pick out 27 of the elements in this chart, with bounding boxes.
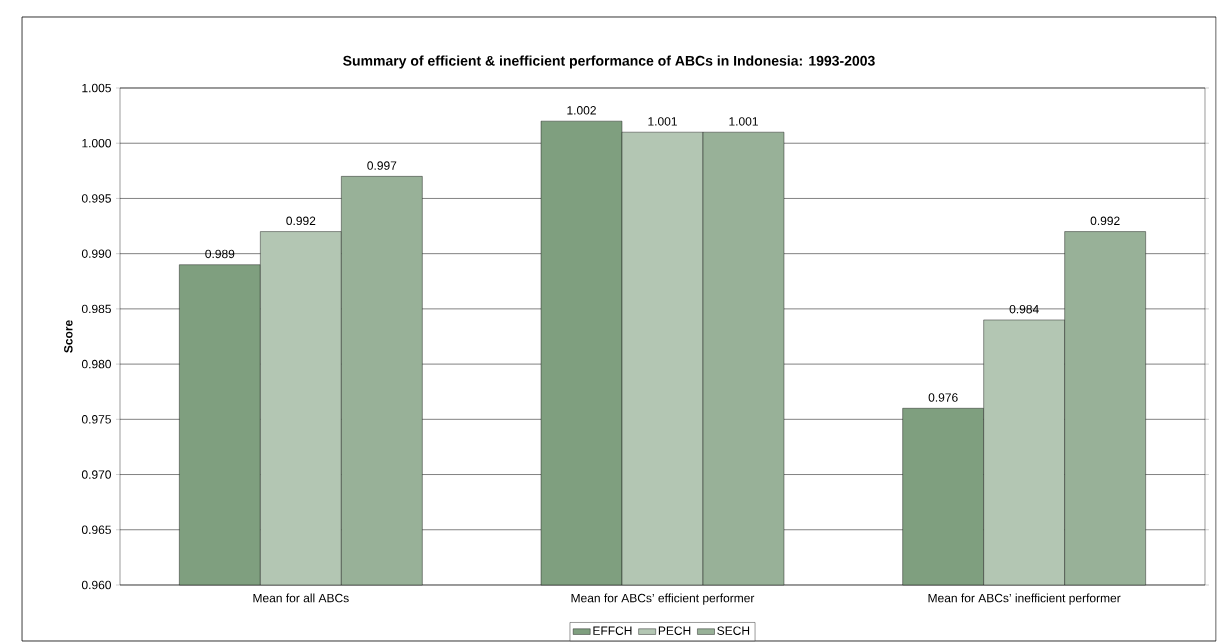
y-tick-label: 0.970 — [81, 470, 112, 479]
y-tick-label: 0.965 — [81, 525, 111, 535]
y-tick-label: 0.975 — [81, 415, 111, 424]
y-tick-label: 1.005 — [82, 83, 111, 93]
legend-label: EFFCH — [593, 626, 632, 635]
legend-label: SECH — [717, 626, 750, 635]
y-tick-label: 0.985 — [81, 304, 111, 314]
y-tick-label: 1.000 — [82, 138, 112, 148]
data-label: 0.984 — [1009, 304, 1039, 314]
data-label: 1.001 — [648, 117, 677, 126]
data-label: 1.001 — [729, 117, 758, 126]
legend-label: PECH — [658, 626, 691, 635]
y-axis-title: Score — [64, 320, 73, 353]
data-label: 0.976 — [928, 393, 958, 402]
x-tick-label: Mean for ABCs’ inefficient performer — [928, 593, 1121, 605]
y-tick-label: 0.995 — [81, 194, 111, 203]
chart-title: Summary of efficient & inefficient performance of ABCs in Indonesia: 1993-2003 — [343, 55, 875, 69]
y-tick-label: 0.990 — [81, 249, 112, 258]
data-label: 0.992 — [286, 216, 316, 226]
y-tick-label: 0.960 — [81, 580, 112, 590]
data-label: 0.997 — [367, 161, 397, 170]
x-tick-label: Mean for ABCs’ efficient performer — [571, 593, 755, 605]
data-label: 1.002 — [567, 106, 596, 115]
y-tick-label: 0.980 — [81, 359, 112, 369]
data-label: 0.992 — [1090, 216, 1120, 226]
data-label: 0.989 — [205, 249, 235, 259]
x-tick-label: Mean for all ABCs — [253, 593, 349, 603]
